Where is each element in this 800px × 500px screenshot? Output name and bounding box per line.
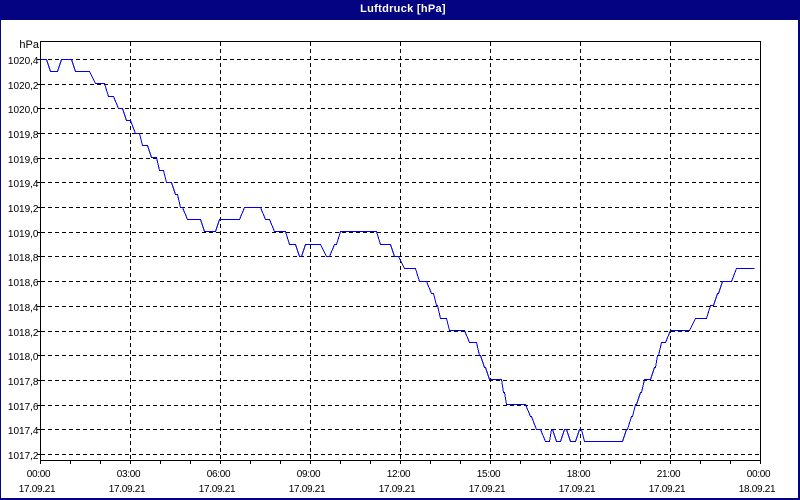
svg-text:1017,2: 1017,2 (8, 451, 39, 462)
svg-text:1018,0: 1018,0 (8, 352, 39, 363)
svg-text:17.09.21: 17.09.21 (199, 484, 236, 495)
svg-text:18:00: 18:00 (567, 469, 591, 480)
svg-text:1020,2: 1020,2 (8, 81, 39, 92)
svg-text:1019,6: 1019,6 (8, 155, 39, 166)
svg-text:1019,4: 1019,4 (8, 179, 39, 190)
svg-text:hPa: hPa (19, 39, 39, 51)
svg-text:17.09.21: 17.09.21 (649, 484, 686, 495)
svg-text:1018,4: 1018,4 (8, 303, 39, 314)
svg-text:1019,8: 1019,8 (8, 130, 39, 141)
svg-text:00:00: 00:00 (27, 469, 51, 480)
svg-text:17.09.21: 17.09.21 (469, 484, 506, 495)
svg-text:21:00: 21:00 (657, 469, 681, 480)
svg-text:12:00: 12:00 (387, 469, 411, 480)
svg-text:1017,8: 1017,8 (8, 377, 39, 388)
svg-text:1020,4: 1020,4 (8, 56, 39, 67)
svg-text:17.09.21: 17.09.21 (19, 484, 56, 495)
svg-text:1020,0: 1020,0 (8, 105, 39, 116)
svg-text:03:00: 03:00 (117, 469, 141, 480)
svg-text:17.09.21: 17.09.21 (379, 484, 416, 495)
svg-text:09:00: 09:00 (297, 469, 321, 480)
svg-text:1017,6: 1017,6 (8, 402, 39, 413)
svg-text:1018,8: 1018,8 (8, 253, 39, 264)
svg-text:18.09.21: 18.09.21 (739, 484, 776, 495)
svg-text:1018,6: 1018,6 (8, 278, 39, 289)
svg-text:17.09.21: 17.09.21 (559, 484, 596, 495)
svg-text:15:00: 15:00 (477, 469, 501, 480)
svg-text:1019,0: 1019,0 (8, 229, 39, 240)
svg-text:1017,4: 1017,4 (8, 426, 39, 437)
svg-text:06:00: 06:00 (207, 469, 231, 480)
svg-text:1018,2: 1018,2 (8, 328, 39, 339)
svg-text:00:00: 00:00 (747, 469, 771, 480)
svg-text:1019,2: 1019,2 (8, 204, 39, 215)
svg-text:17.09.21: 17.09.21 (109, 484, 146, 495)
svg-text:17.09.21: 17.09.21 (289, 484, 326, 495)
